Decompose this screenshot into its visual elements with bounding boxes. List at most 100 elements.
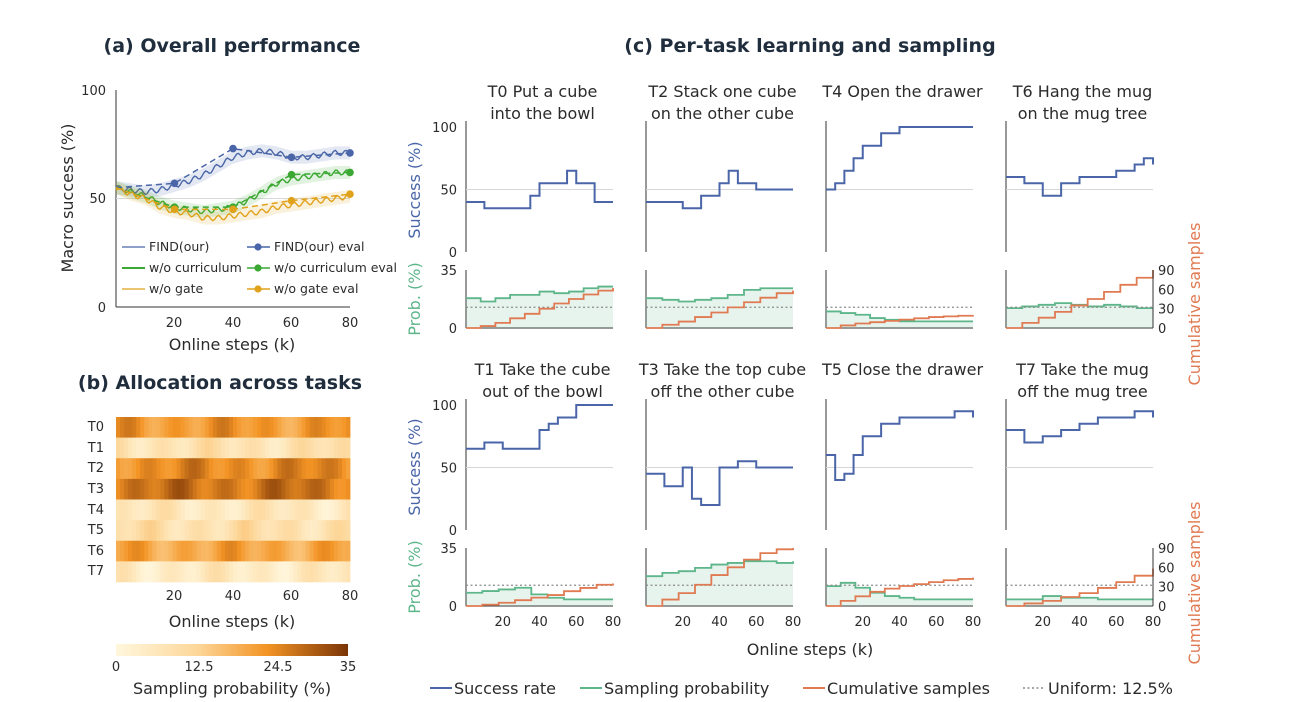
prob-line-T4 — [826, 310, 973, 323]
heat-cell — [317, 437, 323, 459]
c-xtick: 40 — [531, 615, 548, 630]
heat-cell — [273, 437, 278, 459]
c-cum-ylabel-bot: Cumulative samples — [1185, 502, 1204, 665]
heat-cell — [245, 499, 250, 521]
heat-cell — [309, 478, 315, 500]
heat-cell — [257, 417, 262, 438]
cum-ytick: 0 — [1158, 322, 1166, 337]
cum-ytick: 90 — [1158, 264, 1175, 279]
heat-cell — [257, 437, 262, 459]
c-xtick: 20 — [494, 615, 511, 630]
heat-cell — [136, 499, 141, 521]
heat-cell — [325, 540, 331, 562]
a-legend-wocur: w/o curriculum — [149, 260, 242, 275]
heat-cell — [289, 437, 294, 459]
heat-cell — [144, 561, 149, 583]
heat-cell — [305, 561, 311, 583]
heat-cell — [180, 499, 185, 521]
task-subplot-T0: T0 Put a cube into the bowl 0 50 100 0 35 — [432, 82, 614, 337]
heat-cell — [297, 520, 302, 542]
heat-cell — [196, 520, 202, 542]
a-ylabel: Macro success (%) — [58, 124, 77, 273]
b-row-T6: T6 — [87, 544, 104, 559]
c-xtick: 40 — [711, 615, 728, 630]
heat-cell — [180, 478, 185, 500]
a-legend-wogate: w/o gate — [149, 281, 204, 296]
heat-cell — [329, 561, 335, 583]
heat-cell — [164, 561, 169, 583]
heat-cell — [136, 540, 141, 562]
task-title-T0-2: into the bowl — [490, 104, 595, 123]
a-eval-point-0-4 — [346, 149, 354, 157]
heat-cell — [265, 561, 270, 583]
heat-cell — [245, 417, 250, 438]
heat-cell — [241, 458, 246, 480]
heat-cell — [224, 540, 230, 562]
heat-cell — [285, 540, 290, 562]
heat-cell — [128, 437, 133, 459]
heat-cell — [321, 499, 327, 521]
heat-cell — [120, 499, 125, 521]
heat-cell — [269, 561, 274, 583]
heat-cell — [249, 561, 254, 583]
heat-cell — [285, 499, 290, 521]
heat-cell — [281, 561, 286, 583]
b-row-T3: T3 — [87, 482, 104, 497]
heat-cell — [208, 437, 214, 459]
heat-cell — [156, 478, 161, 500]
a-eval-point-2-2 — [229, 205, 237, 214]
success-line-T4 — [826, 126, 973, 191]
heat-cell — [301, 499, 307, 521]
c-xtick: 80 — [605, 615, 622, 630]
heat-cell — [277, 540, 282, 562]
c-xtick: 40 — [1071, 615, 1088, 630]
cb-tick-0: 0 — [112, 660, 120, 675]
heat-cell — [329, 458, 335, 480]
heat-cell — [168, 478, 173, 500]
heat-cell — [120, 458, 125, 480]
heat-cell — [144, 499, 149, 521]
heat-cell — [249, 417, 254, 438]
heat-cell — [216, 458, 222, 480]
heat-cell — [184, 520, 190, 542]
heat-cell — [265, 437, 270, 459]
heat-cell — [313, 478, 319, 500]
panel-a-title: (a) Overall performance — [104, 35, 361, 57]
heat-cell — [196, 561, 202, 583]
heat-cell — [297, 561, 302, 583]
heat-cell — [228, 540, 234, 562]
heat-cell — [237, 499, 242, 521]
heat-cell — [116, 417, 121, 438]
heat-cell — [228, 417, 234, 438]
heat-cell — [337, 540, 343, 562]
heat-cell — [148, 561, 153, 583]
heat-cell — [253, 478, 258, 500]
heat-cell — [297, 437, 302, 459]
heat-cell — [317, 499, 323, 521]
prob-ytick: 0 — [449, 322, 457, 337]
cb-tick-24: 24.5 — [264, 660, 293, 675]
heat-cell — [200, 417, 206, 438]
heat-cell — [309, 417, 315, 438]
heat-cell — [148, 458, 153, 480]
heat-cell — [204, 417, 210, 438]
heat-cell — [269, 499, 274, 521]
success-ytick: 100 — [432, 121, 457, 136]
heat-cell — [212, 540, 218, 562]
heat-cell — [192, 478, 198, 500]
heat-cell — [124, 458, 129, 480]
heat-cell — [273, 458, 278, 480]
heat-cell — [313, 561, 319, 583]
heat-cell — [297, 540, 302, 562]
task-title-T3-2: off the other cube — [651, 382, 795, 401]
heat-cell — [224, 561, 230, 583]
heat-cell — [128, 540, 133, 562]
heat-cell — [333, 417, 339, 438]
heat-cell — [237, 417, 242, 438]
heat-cell — [301, 561, 307, 583]
c-prob-ylabel-top: Prob. (%) — [405, 262, 424, 335]
heat-cell — [281, 478, 286, 500]
task-title-T3-1: T3 Take the top cube — [638, 360, 806, 379]
heat-cell — [136, 561, 141, 583]
